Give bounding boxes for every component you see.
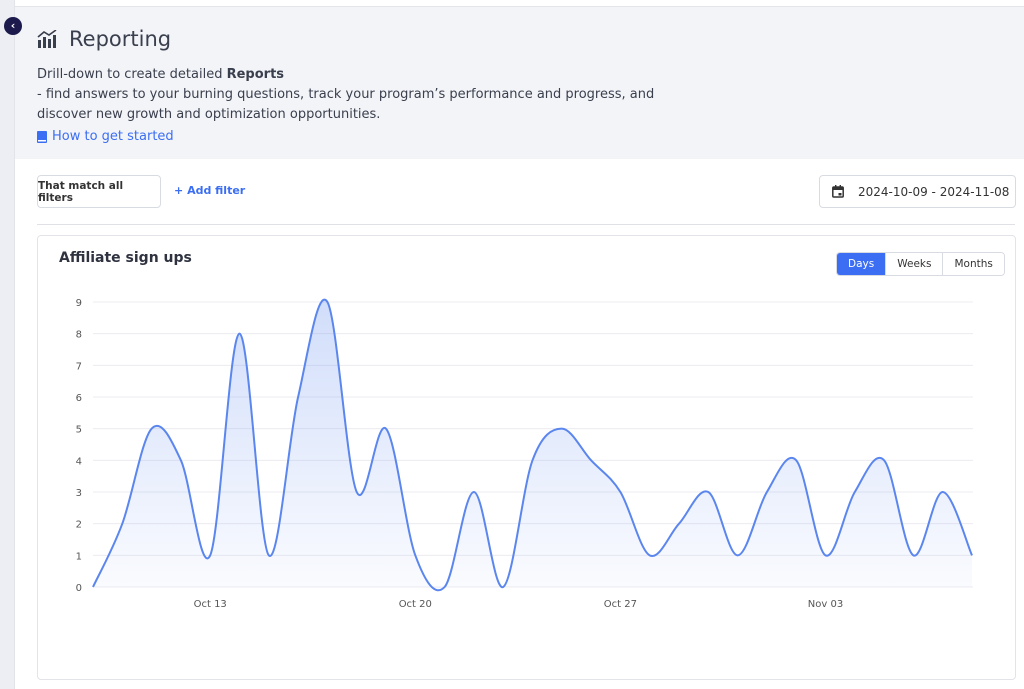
y-tick-label: 9 <box>76 298 82 309</box>
chart-bars-icon <box>37 30 57 48</box>
calendar-icon <box>832 185 844 198</box>
plus-icon: + <box>174 184 184 197</box>
x-tick-label: Oct 27 <box>604 599 637 610</box>
page-description: Drill-down to create detailed Reports - … <box>37 65 657 125</box>
period-days-button[interactable]: Days <box>837 253 886 275</box>
y-tick-label: 3 <box>76 488 82 499</box>
how-to-label: How to get started <box>52 129 174 144</box>
sidebar-collapsed <box>0 0 15 689</box>
desc-text-rest: - find answers to your burning questions… <box>37 87 655 122</box>
desc-bold: Reports <box>226 67 285 82</box>
divider <box>37 224 1015 225</box>
match-filters-button[interactable]: That match all filters <box>37 175 161 208</box>
period-toggle: Days Weeks Months <box>836 252 1005 276</box>
chart-title: Affiliate sign ups <box>59 250 192 266</box>
desc-line-1: Drill-down to create detailed Reports <box>37 65 657 85</box>
series-line <box>92 298 973 592</box>
y-tick-label: 8 <box>76 330 82 341</box>
y-tick-label: 2 <box>76 520 82 531</box>
collapse-sidebar-button[interactable]: ‹ <box>4 17 22 35</box>
desc-text: Drill-down to create detailed <box>37 67 227 82</box>
x-tick-label: Oct 13 <box>194 599 227 610</box>
book-icon <box>37 130 47 143</box>
how-to-get-started-link[interactable]: How to get started <box>37 129 174 144</box>
add-filter-button[interactable]: + Add filter <box>174 184 245 197</box>
signups-chart: 0 1 2 3 4 5 6 7 8 9 Oct 13 Oct 20 Oct 27 Nov 03 <box>76 298 973 610</box>
area-fill <box>93 299 972 591</box>
page-title: Reporting <box>37 27 171 51</box>
date-range-text: 2024-10-09 - 2024-11-08 <box>858 184 1010 199</box>
x-tick-label: Oct 20 <box>399 599 432 610</box>
period-months-button[interactable]: Months <box>942 253 1004 275</box>
x-tick-label: Nov 03 <box>808 599 843 610</box>
date-range-picker[interactable]: 2024-10-09 - 2024-11-08 <box>819 175 1016 208</box>
top-bar <box>15 0 1024 7</box>
y-tick-label: 6 <box>76 393 82 404</box>
add-filter-label: Add filter <box>187 184 246 197</box>
y-tick-label: 0 <box>76 583 82 594</box>
report-main: That match all filters + Add filter 2024… <box>15 159 1024 689</box>
chart-card: 0 1 2 3 4 5 6 7 8 9 Oct 13 Oct 20 Oct 27 Nov 03 Affil… <box>37 235 1016 680</box>
y-tick-label: 4 <box>76 456 82 467</box>
y-tick-label: 5 <box>76 425 82 436</box>
y-tick-label: 1 <box>76 551 82 562</box>
match-filters-label: That match all filters <box>38 179 124 204</box>
y-tick-label: 7 <box>76 361 82 372</box>
period-weeks-button[interactable]: Weeks <box>885 253 943 275</box>
page-header: Reporting Drill-down to create detailed … <box>15 7 1024 159</box>
page-title-text: Reporting <box>69 27 172 51</box>
